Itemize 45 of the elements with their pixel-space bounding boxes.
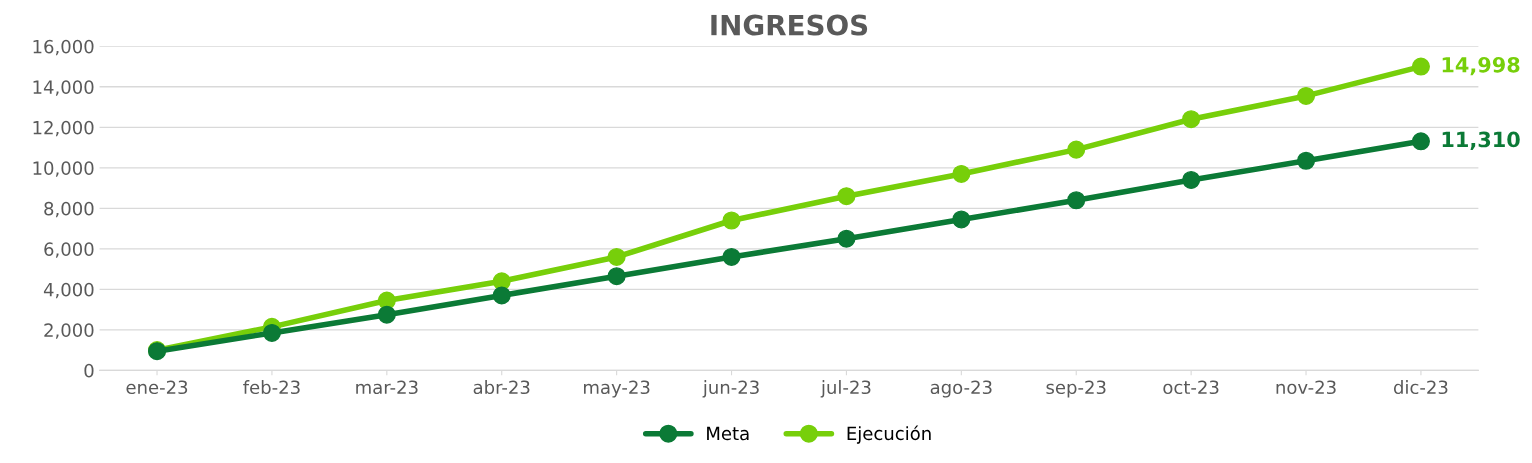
x-tick-label: ene-23 bbox=[126, 380, 188, 395]
legend-label: Ejecución bbox=[847, 425, 931, 444]
point bbox=[1182, 110, 1201, 129]
x-tick-label: mar-23 bbox=[356, 380, 418, 395]
point bbox=[952, 210, 971, 229]
y-tick-label: 12,000 bbox=[33, 120, 94, 137]
point bbox=[837, 187, 856, 206]
y-tick-label: 2,000 bbox=[44, 323, 94, 339]
point bbox=[1182, 170, 1201, 190]
point bbox=[262, 323, 281, 342]
point bbox=[1297, 151, 1316, 170]
x-tick-label: abr-23 bbox=[473, 380, 530, 395]
x-tick-label: nov-23 bbox=[1276, 380, 1336, 395]
x-tick-label: jul-23 bbox=[820, 380, 871, 398]
point bbox=[1067, 140, 1086, 159]
point bbox=[722, 211, 741, 230]
point bbox=[952, 164, 971, 183]
y-tick-label: 4,000 bbox=[43, 282, 94, 299]
y-tick-label: 8,000 bbox=[44, 201, 94, 218]
y-tick-label: 10,000 bbox=[33, 161, 94, 177]
data-label: 11,310 bbox=[1442, 131, 1520, 151]
x-tick-label: oct-23 bbox=[1163, 380, 1219, 395]
point bbox=[607, 247, 626, 266]
x-tick-label: may-23 bbox=[584, 380, 650, 398]
chart-title: INGRESOS bbox=[711, 14, 868, 36]
point bbox=[1067, 191, 1086, 210]
point bbox=[1411, 57, 1430, 76]
point bbox=[607, 267, 626, 286]
y-tick-label: 6,000 bbox=[44, 242, 94, 258]
point bbox=[377, 305, 396, 324]
point bbox=[492, 286, 511, 305]
x-tick-label: jun-23 bbox=[702, 380, 759, 398]
x-tick-label: feb-23 bbox=[243, 380, 300, 395]
x-tick-label: dic-23 bbox=[1393, 380, 1448, 395]
x-tick-label: ago-23 bbox=[930, 380, 992, 398]
point bbox=[1411, 132, 1430, 151]
x-tick-label: sep-23 bbox=[1046, 380, 1106, 398]
y-tick-label: 0 bbox=[84, 363, 94, 378]
legend-label: Meta bbox=[707, 426, 749, 441]
y-tick-label: 14,000 bbox=[33, 80, 94, 96]
point bbox=[722, 247, 741, 266]
point bbox=[837, 229, 856, 248]
y-tick-label: 16,000 bbox=[33, 39, 94, 56]
point bbox=[1297, 86, 1316, 105]
data-label: 14,998 bbox=[1442, 56, 1520, 76]
